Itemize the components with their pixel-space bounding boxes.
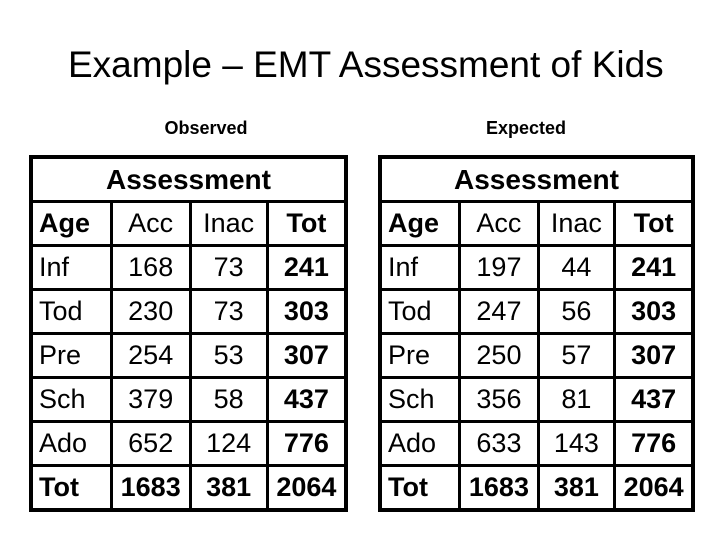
table-row: Tod 230 73 303 — [29, 288, 348, 335]
row-label-cell: Inf — [29, 244, 113, 291]
row-total-cell: 303 — [265, 288, 348, 335]
value-cell: 1683 — [458, 464, 540, 512]
table-row: Ado 652 124 776 — [29, 420, 348, 467]
observed-table: Assessment Age Acc Inac Tot Inf 168 73 2… — [29, 155, 348, 512]
value-cell: 381 — [188, 464, 269, 512]
expected-label: Expected — [485, 118, 567, 138]
value-cell: 230 — [109, 288, 192, 335]
row-label-cell: Pre — [29, 332, 113, 379]
expected-table: Assessment Age Acc Inac Tot Inf 197 44 2… — [378, 155, 695, 512]
column-header-tot: Tot — [265, 200, 348, 247]
row-label-cell: Ado — [29, 420, 113, 467]
column-header-age: Age — [378, 200, 462, 247]
row-total-cell: 2064 — [265, 464, 348, 512]
row-label-cell: Ado — [378, 420, 462, 467]
table-header-row: Assessment — [29, 155, 348, 203]
row-label-cell: Pre — [378, 332, 462, 379]
value-cell: 250 — [458, 332, 540, 379]
value-cell: 56 — [536, 288, 617, 335]
table-row: Sch 356 81 437 — [378, 376, 695, 423]
row-label-cell: Tod — [378, 288, 462, 335]
value-cell: 254 — [109, 332, 192, 379]
row-label-cell: Sch — [29, 376, 113, 423]
row-label-cell: Tot — [378, 464, 462, 512]
table-header-row: Assessment — [378, 155, 695, 203]
value-cell: 1683 — [109, 464, 192, 512]
table-row: Pre 250 57 307 — [378, 332, 695, 379]
value-cell: 73 — [188, 244, 269, 291]
table-row: Inf 197 44 241 — [378, 244, 695, 291]
value-cell: 197 — [458, 244, 540, 291]
row-total-cell: 437 — [613, 376, 695, 423]
column-header-acc: Acc — [458, 200, 540, 247]
observed-label: Observed — [164, 118, 248, 138]
table-row: Pre 254 53 307 — [29, 332, 348, 379]
value-cell: 143 — [536, 420, 617, 467]
value-cell: 247 — [458, 288, 540, 335]
row-total-cell: 307 — [613, 332, 695, 379]
column-header-age: Age — [29, 200, 113, 247]
column-header-inac: Inac — [188, 200, 269, 247]
value-cell: 633 — [458, 420, 540, 467]
totals-row: Tot 1683 381 2064 — [378, 464, 695, 512]
row-total-cell: 776 — [613, 420, 695, 467]
row-total-cell: 241 — [265, 244, 348, 291]
slide-title: Example – EMT Assessment of Kids — [68, 44, 664, 85]
row-label-cell: Sch — [378, 376, 462, 423]
column-header-tot: Tot — [613, 200, 695, 247]
value-cell: 53 — [188, 332, 269, 379]
row-label-cell: Tod — [29, 288, 113, 335]
row-label-cell: Tot — [29, 464, 113, 512]
value-cell: 44 — [536, 244, 617, 291]
table-row: Tod 247 56 303 — [378, 288, 695, 335]
column-header-row: Age Acc Inac Tot — [29, 200, 348, 247]
column-header-acc: Acc — [109, 200, 192, 247]
table-row: Sch 379 58 437 — [29, 376, 348, 423]
assessment-header-cell: Assessment — [378, 155, 695, 203]
row-total-cell: 437 — [265, 376, 348, 423]
value-cell: 168 — [109, 244, 192, 291]
value-cell: 58 — [188, 376, 269, 423]
row-total-cell: 241 — [613, 244, 695, 291]
table-row: Inf 168 73 241 — [29, 244, 348, 291]
value-cell: 379 — [109, 376, 192, 423]
value-cell: 356 — [458, 376, 540, 423]
value-cell: 57 — [536, 332, 617, 379]
row-total-cell: 2064 — [613, 464, 695, 512]
totals-row: Tot 1683 381 2064 — [29, 464, 348, 512]
value-cell: 124 — [188, 420, 269, 467]
column-header-inac: Inac — [536, 200, 617, 247]
value-cell: 652 — [109, 420, 192, 467]
value-cell: 81 — [536, 376, 617, 423]
row-total-cell: 303 — [613, 288, 695, 335]
value-cell: 381 — [536, 464, 617, 512]
assessment-header-cell: Assessment — [29, 155, 348, 203]
value-cell: 73 — [188, 288, 269, 335]
row-total-cell: 776 — [265, 420, 348, 467]
row-label-cell: Inf — [378, 244, 462, 291]
row-total-cell: 307 — [265, 332, 348, 379]
column-header-row: Age Acc Inac Tot — [378, 200, 695, 247]
table-row: Ado 633 143 776 — [378, 420, 695, 467]
